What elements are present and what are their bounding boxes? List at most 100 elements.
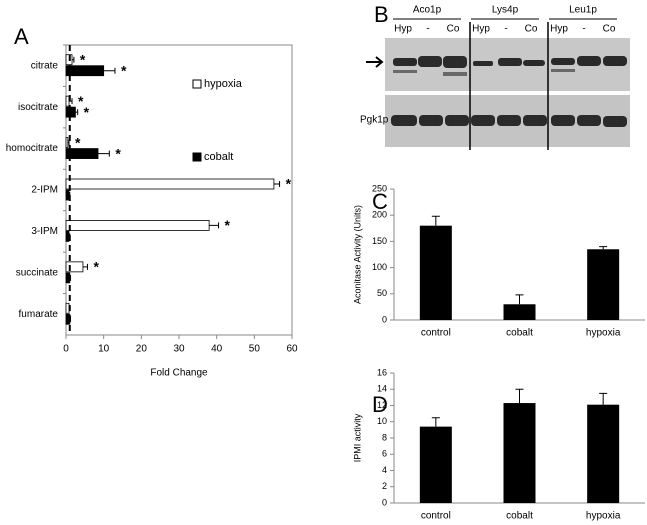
x-tick-label: 20	[136, 344, 148, 355]
y-tick-label: 2	[382, 481, 387, 491]
gel-lane-label: Hyp	[550, 24, 568, 35]
gel-lane-label: Co	[603, 24, 616, 35]
error-bar	[599, 392, 608, 405]
legend-swatch	[192, 79, 202, 89]
y-axis-label: IPMI activity	[352, 413, 362, 462]
x-tick-label: 60	[286, 344, 298, 355]
plot-frame	[65, 44, 293, 336]
bar	[65, 261, 84, 273]
gel-lane-label: Hyp	[472, 24, 490, 35]
significance-mark: *	[75, 134, 81, 150]
error-bar	[82, 263, 88, 270]
y-tick-label: 100	[372, 262, 387, 272]
bar	[587, 404, 620, 503]
significance-mark: *	[225, 217, 231, 233]
significance-mark: *	[78, 93, 84, 109]
x-tick-label: 50	[249, 344, 261, 355]
gel-lane-label: -	[582, 24, 585, 35]
significance-mark: *	[115, 145, 121, 161]
bar	[419, 426, 452, 503]
panel-letter: A	[14, 24, 29, 49]
y-tick-label: citrate	[31, 60, 59, 71]
x-tick-label: 10	[98, 344, 110, 355]
gel-lane-label: Co	[447, 24, 460, 35]
error-bar	[599, 246, 608, 250]
significance-mark: *	[80, 51, 86, 67]
y-tick-label: 250	[372, 183, 387, 193]
y-tick-label: 2-IPM	[31, 185, 58, 196]
bar	[65, 302, 70, 314]
significance-mark: *	[286, 176, 292, 192]
x-tick-label: cobalt	[506, 328, 533, 339]
gel-lane-label: -	[504, 24, 507, 35]
y-tick-label: 50	[377, 288, 387, 298]
gel-group-label: Lys4p	[492, 5, 519, 16]
error-bar	[98, 150, 110, 157]
y-tick-label: 0	[382, 497, 387, 507]
bar	[65, 95, 70, 107]
x-tick-label: cobalt	[506, 511, 533, 522]
gel-image	[366, 22, 630, 150]
bar	[503, 403, 536, 503]
y-tick-label: 16	[377, 367, 387, 377]
y-tick-label: isocitrate	[18, 102, 58, 113]
bar	[587, 249, 620, 320]
y-tick-label: 14	[377, 384, 387, 394]
gel-group-label: Aco1p	[413, 5, 442, 16]
y-tick-label: 6	[382, 449, 387, 459]
bar	[65, 65, 105, 77]
x-tick-label: hypoxia	[586, 328, 621, 339]
error-bar	[273, 181, 281, 187]
error-bar	[515, 294, 524, 305]
x-tick-label: control	[421, 511, 451, 522]
bar	[419, 225, 452, 320]
gel-loading-label: Pgk1p	[360, 115, 389, 126]
y-axis-label: Aconitase Activity (Units)	[352, 205, 362, 304]
x-tick-label: control	[421, 328, 451, 339]
y-tick-label: 0	[382, 314, 387, 324]
y-tick-label: 12	[377, 400, 387, 410]
x-tick-label: 40	[211, 344, 223, 355]
legend-label: hypoxia	[204, 78, 243, 90]
bar	[65, 148, 99, 159]
error-bar	[69, 98, 73, 105]
bar	[65, 231, 70, 242]
significance-mark: *	[84, 104, 90, 120]
bar	[65, 189, 70, 201]
panel-letter: B	[374, 2, 389, 27]
bar	[503, 304, 536, 320]
error-bar	[72, 56, 75, 63]
error-bar	[515, 388, 524, 404]
bar	[65, 137, 69, 148]
bar	[65, 178, 275, 190]
x-tick-label: 0	[63, 344, 69, 355]
y-tick-label: 10	[377, 416, 387, 426]
gel-lane-label: Hyp	[394, 24, 412, 35]
panel-letter: D	[372, 392, 388, 417]
panel-letter: C	[372, 189, 388, 214]
legend-label: cobalt	[204, 151, 233, 163]
error-bar	[75, 109, 79, 116]
error-bar	[431, 417, 440, 427]
y-tick-label: 4	[382, 465, 387, 475]
legend-swatch	[192, 152, 202, 162]
significance-mark: *	[93, 259, 99, 275]
y-tick-label: 200	[372, 210, 387, 220]
gel-group-label: Leu1p	[569, 5, 597, 16]
gel-lane-label: -	[426, 24, 429, 35]
y-tick-label: fumarate	[19, 309, 59, 320]
gel-lane-label: Co	[525, 24, 538, 35]
significance-mark: *	[121, 62, 127, 78]
x-axis-label: Fold Change	[150, 368, 208, 379]
y-tick-label: 3-IPM	[31, 226, 58, 237]
y-tick-label: succinate	[16, 267, 59, 278]
error-bar	[103, 67, 116, 74]
y-tick-label: 8	[382, 432, 387, 442]
x-tick-label: 30	[173, 344, 185, 355]
error-bar	[209, 222, 220, 229]
y-tick-label: homocitrate	[6, 143, 59, 154]
error-bar	[431, 215, 440, 226]
x-tick-label: hypoxia	[586, 511, 621, 522]
bar	[65, 220, 210, 231]
